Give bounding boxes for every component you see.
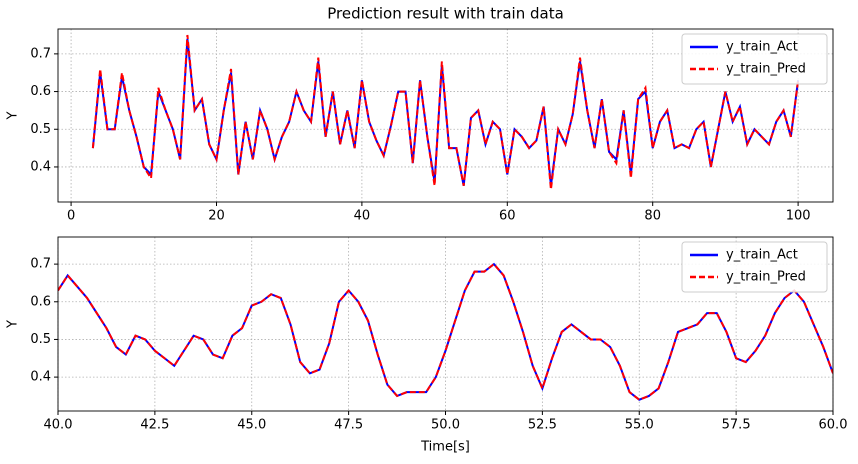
x-tick-label: 100: [786, 209, 811, 224]
x-tick-label: 55.0: [625, 418, 654, 433]
y-tick-label: 0.6: [30, 294, 51, 309]
x-tick-label: 40: [354, 209, 371, 224]
x-tick-label: 20: [208, 209, 225, 224]
y-tick-label: 0.4: [30, 159, 51, 174]
x-tick-label: 52.5: [528, 418, 557, 433]
plot-frame: [57, 28, 834, 203]
x-tick-label: 60: [499, 209, 516, 224]
x-axis-label: Time[s]: [420, 440, 470, 455]
x-tick-label: 50.0: [431, 418, 460, 433]
x-tick-label: 47.5: [334, 418, 363, 433]
series-line: [91, 34, 800, 190]
legend-label: y_train_Pred: [726, 270, 806, 285]
legend-box: [681, 241, 828, 293]
y-tick-label: 0.7: [30, 257, 51, 272]
y-tick-label: 0.4: [30, 370, 51, 385]
x-tick-label: 57.5: [722, 418, 751, 433]
legend-box: [681, 33, 828, 85]
x-tick-label: 0: [67, 209, 75, 224]
x-tick-label: 45.0: [237, 418, 266, 433]
plot-frame: [57, 236, 834, 412]
x-tick-label: 40.0: [44, 418, 73, 433]
x-tick-label: 42.5: [140, 418, 169, 433]
x-tick-label: 60.0: [819, 418, 848, 433]
y-tick-label: 0.5: [30, 122, 51, 137]
chart-title: Prediction result with train data: [327, 5, 564, 23]
y-tick-label: 0.7: [30, 46, 51, 61]
x-tick-label: 80: [644, 209, 661, 224]
legend-label: y_train_Pred: [726, 62, 806, 77]
y-tick-label: 0.5: [30, 332, 51, 347]
y-axis-label: Y: [6, 320, 21, 329]
legend-label: y_train_Act: [726, 40, 798, 55]
y-axis-label: Y: [6, 111, 21, 120]
y-tick-label: 0.6: [30, 84, 51, 99]
legend-label: y_train_Act: [726, 248, 798, 263]
series-line: [58, 262, 833, 401]
